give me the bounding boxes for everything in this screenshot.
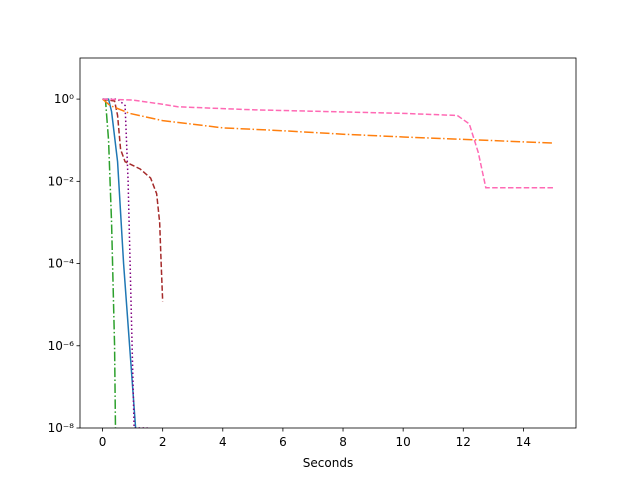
x-tick-label: 10: [396, 435, 411, 449]
x-axis-label: Seconds: [303, 456, 353, 470]
x-tick-label: 12: [456, 435, 471, 449]
y-tick-label: 10⁻⁸: [48, 421, 75, 435]
series-line: [102, 98, 164, 302]
x-tick-label: 0: [99, 435, 107, 449]
x-tick-label: 6: [279, 435, 287, 449]
series-line: [102, 98, 148, 428]
x-tick-label: 8: [339, 435, 347, 449]
x-tick-label: 2: [159, 435, 167, 449]
y-tick-label: 10⁰: [54, 92, 74, 106]
y-tick-label: 10⁻⁶: [48, 339, 75, 353]
y-tick-label: 10⁻²: [48, 174, 75, 188]
series-line: [102, 98, 554, 144]
series-line: [102, 98, 137, 428]
plot-frame: [79, 57, 577, 429]
x-tick-label: 14: [516, 435, 531, 449]
series-line: [102, 98, 554, 189]
y-tick-label: 10⁻⁴: [48, 257, 75, 271]
x-tick-label: 4: [219, 435, 227, 449]
